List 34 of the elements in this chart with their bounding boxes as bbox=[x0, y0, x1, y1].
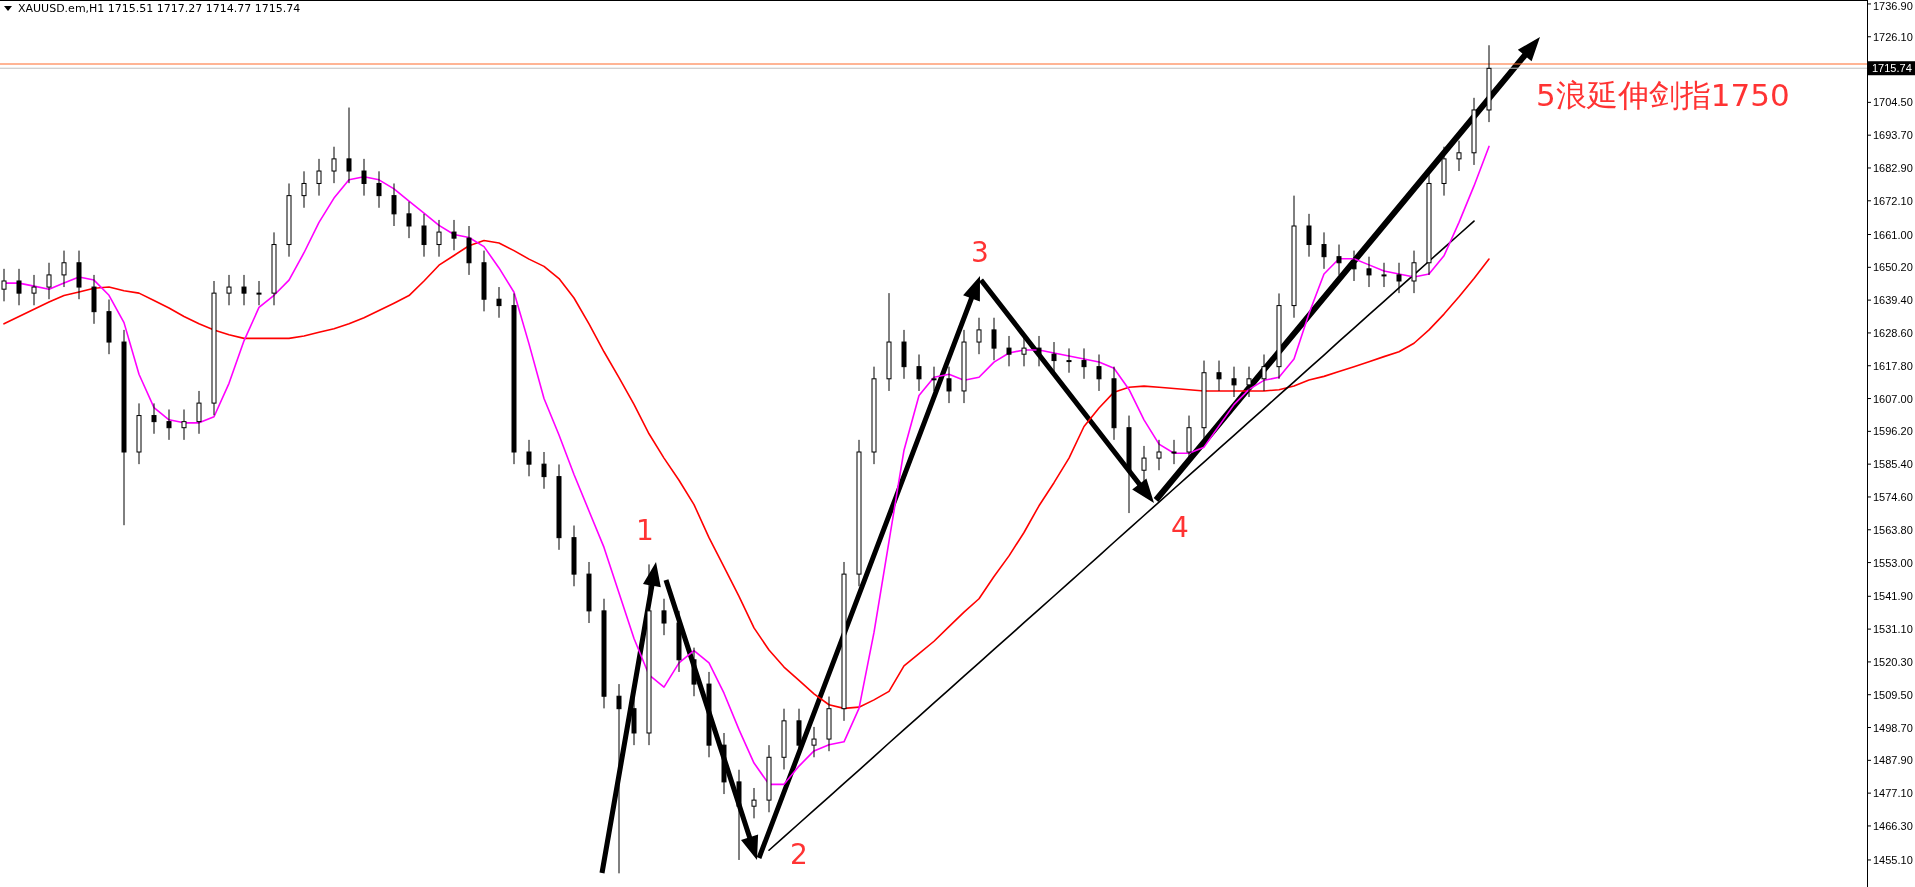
y-tick-label: 1661.00 bbox=[1873, 228, 1913, 241]
y-tick-label: 1477.10 bbox=[1873, 787, 1913, 800]
annotation: 3 bbox=[971, 236, 989, 269]
y-tick-label: 1650.20 bbox=[1873, 261, 1913, 274]
y-tick-label: 1639.40 bbox=[1873, 294, 1913, 307]
y-tick-label: 1487.90 bbox=[1873, 754, 1913, 767]
y-tick-label: 1520.30 bbox=[1873, 655, 1913, 668]
annotation: 2 bbox=[790, 838, 808, 871]
annotation: 4 bbox=[1171, 511, 1189, 544]
y-tick-label: 1617.80 bbox=[1873, 359, 1913, 372]
y-tick-label: 1563.80 bbox=[1873, 523, 1913, 536]
y-tick-label: 1466.30 bbox=[1873, 819, 1913, 832]
y-tick-label: 1693.70 bbox=[1873, 129, 1913, 142]
y-tick-label: 1531.10 bbox=[1873, 623, 1913, 636]
y-tick-label: 1672.10 bbox=[1873, 194, 1913, 207]
line-series bbox=[3, 239, 1490, 710]
text: 5浪延伸剑指1750 bbox=[1536, 77, 1790, 113]
y-tick-label: 1704.50 bbox=[1873, 96, 1913, 109]
y-tick-label: 1736.90 bbox=[1873, 0, 1913, 12]
y-tick-label: 1553.00 bbox=[1873, 556, 1913, 569]
y-tick-label: 1498.70 bbox=[1873, 721, 1913, 734]
y-tick-label: 1682.90 bbox=[1873, 161, 1913, 174]
ref-line-label: 1715.74 bbox=[1872, 62, 1912, 75]
y-tick-label: 1607.00 bbox=[1873, 392, 1913, 405]
y-tick-label: 1509.50 bbox=[1873, 688, 1913, 701]
y-tick-label: 1541.90 bbox=[1873, 590, 1913, 603]
y-tick-label: 1574.60 bbox=[1873, 490, 1913, 503]
y-tick-label: 1455.10 bbox=[1873, 853, 1913, 866]
chart-title: XAUUSD.em,H1 1715.51 1717.27 1714.77 1715.74 bbox=[18, 2, 301, 15]
annotation: 1 bbox=[636, 514, 654, 547]
y-tick-label: 1628.60 bbox=[1873, 326, 1913, 339]
y-tick-label: 1585.40 bbox=[1873, 458, 1913, 471]
y-tick-label: 1596.20 bbox=[1873, 425, 1913, 438]
y-tick-label: 1726.10 bbox=[1873, 30, 1913, 43]
